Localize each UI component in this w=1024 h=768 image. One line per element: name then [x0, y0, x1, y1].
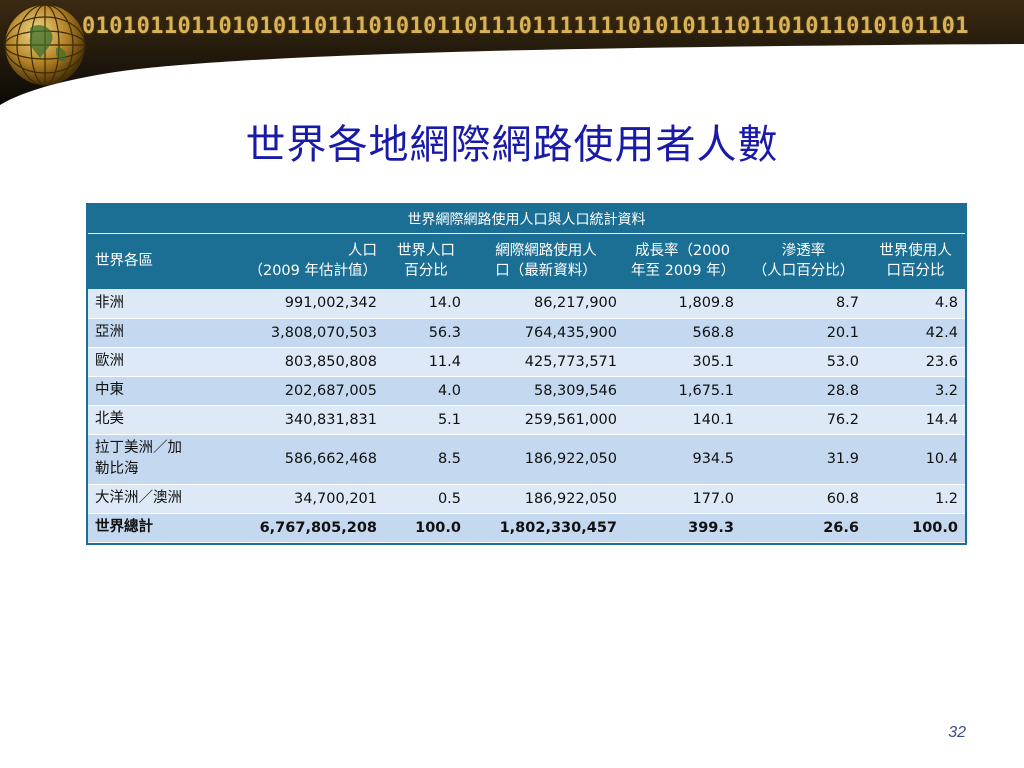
value-cell: 26.6: [741, 513, 866, 543]
value-cell: 14.4: [866, 405, 965, 435]
header-world-users-pct: 世界使用人 口百分比: [866, 233, 965, 289]
value-cell: 8.7: [741, 289, 866, 319]
value-cell: 177.0: [624, 484, 741, 514]
page-number: 32: [948, 724, 966, 741]
table-row: 歐洲 803,850,808 11.4 425,773,571 305.1 53.0 23.…: [88, 347, 965, 377]
value-cell: 86,217,900: [468, 289, 624, 319]
value-cell: 11.4: [384, 347, 468, 377]
value-cell: 60.8: [741, 484, 866, 514]
value-cell: 4.0: [384, 376, 468, 406]
table-row: 亞洲 3,808,070,503 56.3 764,435,900 568.8 20.1 4…: [88, 318, 965, 348]
table-row: 北美 340,831,831 5.1 259,561,000 140.1 76.2 14.4: [88, 405, 965, 435]
value-cell: 56.3: [384, 318, 468, 348]
value-cell: 305.1: [624, 347, 741, 377]
value-cell: 6,767,805,208: [238, 513, 384, 543]
value-cell: 803,850,808: [238, 347, 384, 377]
value-cell: 340,831,831: [238, 405, 384, 435]
table-header-row: 世界各區 人口 （2009 年估計值） 世界人口 百分比 網際網路使用人 口（最新資料…: [88, 233, 965, 289]
header-region: 世界各區: [88, 233, 238, 289]
value-cell: 259,561,000: [468, 405, 624, 435]
value-cell: 0.5: [384, 484, 468, 514]
header-internet-users: 網際網路使用人 口（最新資料）: [468, 233, 624, 289]
region-cell: 非洲: [88, 289, 238, 319]
value-cell: 186,922,050: [468, 484, 624, 514]
region-cell: 歐洲: [88, 347, 238, 377]
value-cell: 399.3: [624, 513, 741, 543]
value-cell: 4.8: [866, 289, 965, 319]
value-cell: 991,002,342: [238, 289, 384, 319]
banner-background: [0, 0, 1024, 105]
region-cell: 大洋洲／澳洲: [88, 484, 238, 514]
value-cell: 1,675.1: [624, 376, 741, 406]
header-growth: 成長率（2000 年至 2009 年）: [624, 233, 741, 289]
table-caption: 世界網際網路使用人口與人口統計資料: [88, 205, 965, 234]
value-cell: 28.8: [741, 376, 866, 406]
binary-strip: 0101011011010101101110101011011101111111…: [82, 14, 969, 39]
header-world-pop-pct: 世界人口 百分比: [384, 233, 468, 289]
value-cell: 586,662,468: [238, 434, 384, 485]
value-cell: 1,802,330,457: [468, 513, 624, 543]
header-penetration: 滲透率 （人口百分比）: [741, 233, 866, 289]
value-cell: 100.0: [384, 513, 468, 543]
value-cell: 58,309,546: [468, 376, 624, 406]
region-cell: 亞洲: [88, 318, 238, 348]
value-cell: 140.1: [624, 405, 741, 435]
value-cell: 5.1: [384, 405, 468, 435]
value-cell: 568.8: [624, 318, 741, 348]
value-cell: 1.2: [866, 484, 965, 514]
value-cell: 3.2: [866, 376, 965, 406]
table-row: 中東 202,687,005 4.0 58,309,546 1,675.1 28.8 3.2: [88, 376, 965, 406]
slide-title: 世界各地網際網路使用者人數: [245, 122, 779, 168]
region-cell: 拉丁美洲／加 勒比海: [88, 434, 238, 485]
value-cell: 14.0: [384, 289, 468, 319]
top-banner: 0101011011010101101110101011011101111111…: [0, 0, 1024, 105]
table-row: 拉丁美洲／加 勒比海 586,662,468 8.5 186,922,050 934.5 3…: [88, 434, 965, 485]
value-cell: 34,700,201: [238, 484, 384, 514]
value-cell: 31.9: [741, 434, 866, 485]
table-row: 非洲 991,002,342 14.0 86,217,900 1,809.8 8.7 4.8: [88, 289, 965, 319]
value-cell: 202,687,005: [238, 376, 384, 406]
value-cell: 764,435,900: [468, 318, 624, 348]
value-cell: 425,773,571: [468, 347, 624, 377]
internet-users-table: 世界網際網路使用人口與人口統計資料 世界各區 人口 （2009 年估計值） 世界人…: [86, 203, 967, 545]
value-cell: 934.5: [624, 434, 741, 485]
value-cell: 53.0: [741, 347, 866, 377]
globe-icon: [4, 4, 86, 86]
value-cell: 1,809.8: [624, 289, 741, 319]
header-population: 人口 （2009 年估計值）: [238, 233, 384, 289]
table-total-row: 世界總計 6,767,805,208 100.0 1,802,330,457 399.3…: [88, 513, 965, 543]
value-cell: 8.5: [384, 434, 468, 485]
value-cell: 23.6: [866, 347, 965, 377]
value-cell: 10.4: [866, 434, 965, 485]
value-cell: 42.4: [866, 318, 965, 348]
table-body: 非洲 991,002,342 14.0 86,217,900 1,809.8 8.7 4.8…: [88, 289, 965, 543]
value-cell: 3,808,070,503: [238, 318, 384, 348]
region-cell: 北美: [88, 405, 238, 435]
value-cell: 76.2: [741, 405, 866, 435]
value-cell: 20.1: [741, 318, 866, 348]
region-cell: 世界總計: [88, 513, 238, 543]
table-caption-row: 世界網際網路使用人口與人口統計資料: [88, 205, 965, 234]
region-cell: 中東: [88, 376, 238, 406]
table-row: 大洋洲／澳洲 34,700,201 0.5 186,922,050 177.0 60.8 1…: [88, 484, 965, 514]
value-cell: 100.0: [866, 513, 965, 543]
value-cell: 186,922,050: [468, 434, 624, 485]
